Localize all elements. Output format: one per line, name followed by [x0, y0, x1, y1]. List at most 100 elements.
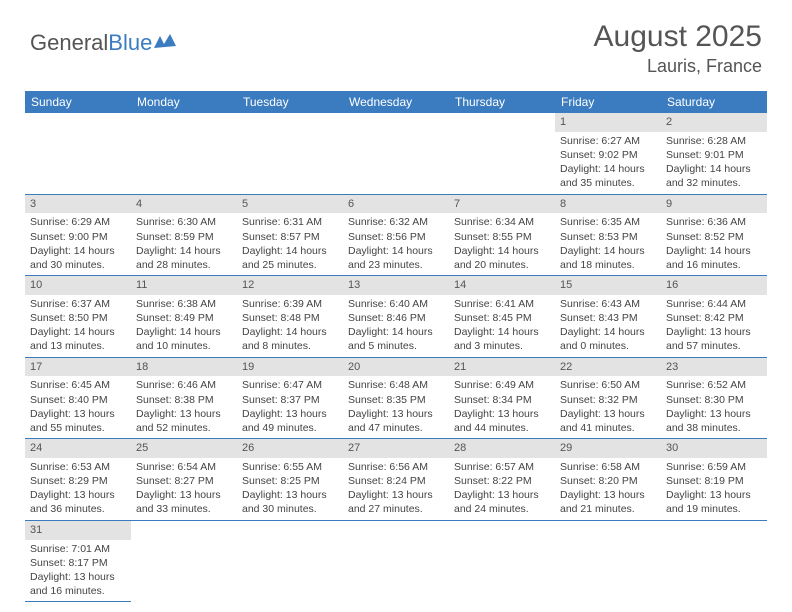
- calendar-row: 17Sunrise: 6:45 AMSunset: 8:40 PMDayligh…: [25, 357, 767, 439]
- calendar-cell: 30Sunrise: 6:59 AMSunset: 8:19 PMDayligh…: [661, 439, 767, 521]
- day-number: 22: [555, 358, 661, 377]
- day-number: 1: [555, 113, 661, 132]
- weekday-header-row: Sunday Monday Tuesday Wednesday Thursday…: [25, 91, 767, 113]
- day-content: Sunrise: 6:41 AMSunset: 8:45 PMDaylight:…: [449, 295, 555, 357]
- day-content: Sunrise: 6:34 AMSunset: 8:55 PMDaylight:…: [449, 213, 555, 275]
- sunset-text: Sunset: 8:35 PM: [348, 393, 444, 407]
- sunset-text: Sunset: 8:48 PM: [242, 311, 338, 325]
- day-content: Sunrise: 6:48 AMSunset: 8:35 PMDaylight:…: [343, 376, 449, 438]
- sunrise-text: Sunrise: 6:49 AM: [454, 378, 550, 392]
- weekday-header: Wednesday: [343, 91, 449, 113]
- calendar-cell: 13Sunrise: 6:40 AMSunset: 8:46 PMDayligh…: [343, 276, 449, 358]
- daylight-text: Daylight: 13 hours and 52 minutes.: [136, 407, 232, 435]
- day-content: Sunrise: 6:47 AMSunset: 8:37 PMDaylight:…: [237, 376, 343, 438]
- day-number: 17: [25, 358, 131, 377]
- sunrise-text: Sunrise: 6:48 AM: [348, 378, 444, 392]
- daylight-text: Daylight: 13 hours and 38 minutes.: [666, 407, 762, 435]
- calendar-row: 3Sunrise: 6:29 AMSunset: 9:00 PMDaylight…: [25, 194, 767, 276]
- logo-text-1: General: [30, 30, 108, 56]
- calendar-cell: [237, 520, 343, 602]
- weekday-header: Saturday: [661, 91, 767, 113]
- day-content: Sunrise: 6:28 AMSunset: 9:01 PMDaylight:…: [661, 132, 767, 194]
- day-content: Sunrise: 6:31 AMSunset: 8:57 PMDaylight:…: [237, 213, 343, 275]
- daylight-text: Daylight: 13 hours and 57 minutes.: [666, 325, 762, 353]
- sunrise-text: Sunrise: 7:01 AM: [30, 542, 126, 556]
- day-number: 3: [25, 195, 131, 214]
- day-content: Sunrise: 6:54 AMSunset: 8:27 PMDaylight:…: [131, 458, 237, 520]
- day-number: 13: [343, 276, 449, 295]
- sunset-text: Sunset: 9:00 PM: [30, 230, 126, 244]
- day-content: Sunrise: 6:32 AMSunset: 8:56 PMDaylight:…: [343, 213, 449, 275]
- weekday-header: Thursday: [449, 91, 555, 113]
- sunrise-text: Sunrise: 6:55 AM: [242, 460, 338, 474]
- daylight-text: Daylight: 14 hours and 25 minutes.: [242, 244, 338, 272]
- calendar-cell: 10Sunrise: 6:37 AMSunset: 8:50 PMDayligh…: [25, 276, 131, 358]
- calendar-row: 24Sunrise: 6:53 AMSunset: 8:29 PMDayligh…: [25, 439, 767, 521]
- sunset-text: Sunset: 8:38 PM: [136, 393, 232, 407]
- calendar-cell: [343, 520, 449, 602]
- day-number: 6: [343, 195, 449, 214]
- sunset-text: Sunset: 8:57 PM: [242, 230, 338, 244]
- calendar-cell: [131, 113, 237, 194]
- day-number: 20: [343, 358, 449, 377]
- sunset-text: Sunset: 8:29 PM: [30, 474, 126, 488]
- sunrise-text: Sunrise: 6:39 AM: [242, 297, 338, 311]
- day-number: 2: [661, 113, 767, 132]
- day-number: 24: [25, 439, 131, 458]
- calendar-cell: [555, 520, 661, 602]
- sunrise-text: Sunrise: 6:59 AM: [666, 460, 762, 474]
- sunset-text: Sunset: 8:22 PM: [454, 474, 550, 488]
- calendar-cell: [131, 520, 237, 602]
- weekday-header: Monday: [131, 91, 237, 113]
- daylight-text: Daylight: 14 hours and 30 minutes.: [30, 244, 126, 272]
- daylight-text: Daylight: 13 hours and 19 minutes.: [666, 488, 762, 516]
- calendar-cell: 16Sunrise: 6:44 AMSunset: 8:42 PMDayligh…: [661, 276, 767, 358]
- daylight-text: Daylight: 14 hours and 23 minutes.: [348, 244, 444, 272]
- sunset-text: Sunset: 8:27 PM: [136, 474, 232, 488]
- sunrise-text: Sunrise: 6:41 AM: [454, 297, 550, 311]
- month-title: August 2025: [594, 20, 762, 54]
- daylight-text: Daylight: 13 hours and 27 minutes.: [348, 488, 444, 516]
- calendar-cell: 24Sunrise: 6:53 AMSunset: 8:29 PMDayligh…: [25, 439, 131, 521]
- sunset-text: Sunset: 8:59 PM: [136, 230, 232, 244]
- day-content: Sunrise: 6:29 AMSunset: 9:00 PMDaylight:…: [25, 213, 131, 275]
- sunrise-text: Sunrise: 6:54 AM: [136, 460, 232, 474]
- day-content: Sunrise: 6:44 AMSunset: 8:42 PMDaylight:…: [661, 295, 767, 357]
- day-content: Sunrise: 6:46 AMSunset: 8:38 PMDaylight:…: [131, 376, 237, 438]
- daylight-text: Daylight: 13 hours and 47 minutes.: [348, 407, 444, 435]
- page-header: GeneralBlue August 2025 Lauris, France: [0, 0, 792, 85]
- calendar-cell: 14Sunrise: 6:41 AMSunset: 8:45 PMDayligh…: [449, 276, 555, 358]
- daylight-text: Daylight: 14 hours and 3 minutes.: [454, 325, 550, 353]
- daylight-text: Daylight: 13 hours and 55 minutes.: [30, 407, 126, 435]
- day-content: Sunrise: 6:55 AMSunset: 8:25 PMDaylight:…: [237, 458, 343, 520]
- day-number: 21: [449, 358, 555, 377]
- sunset-text: Sunset: 8:53 PM: [560, 230, 656, 244]
- day-number: 7: [449, 195, 555, 214]
- daylight-text: Daylight: 13 hours and 41 minutes.: [560, 407, 656, 435]
- sunrise-text: Sunrise: 6:50 AM: [560, 378, 656, 392]
- calendar-cell: 12Sunrise: 6:39 AMSunset: 8:48 PMDayligh…: [237, 276, 343, 358]
- daylight-text: Daylight: 14 hours and 28 minutes.: [136, 244, 232, 272]
- calendar-cell: 17Sunrise: 6:45 AMSunset: 8:40 PMDayligh…: [25, 357, 131, 439]
- calendar-cell: 11Sunrise: 6:38 AMSunset: 8:49 PMDayligh…: [131, 276, 237, 358]
- sunrise-text: Sunrise: 6:40 AM: [348, 297, 444, 311]
- day-content: Sunrise: 6:43 AMSunset: 8:43 PMDaylight:…: [555, 295, 661, 357]
- calendar-cell: 2Sunrise: 6:28 AMSunset: 9:01 PMDaylight…: [661, 113, 767, 194]
- calendar-cell: 8Sunrise: 6:35 AMSunset: 8:53 PMDaylight…: [555, 194, 661, 276]
- calendar-cell: [449, 520, 555, 602]
- day-content: Sunrise: 6:52 AMSunset: 8:30 PMDaylight:…: [661, 376, 767, 438]
- day-content: Sunrise: 6:49 AMSunset: 8:34 PMDaylight:…: [449, 376, 555, 438]
- day-number: 25: [131, 439, 237, 458]
- calendar-row: 1Sunrise: 6:27 AMSunset: 9:02 PMDaylight…: [25, 113, 767, 194]
- daylight-text: Daylight: 14 hours and 20 minutes.: [454, 244, 550, 272]
- daylight-text: Daylight: 14 hours and 5 minutes.: [348, 325, 444, 353]
- calendar-cell: 18Sunrise: 6:46 AMSunset: 8:38 PMDayligh…: [131, 357, 237, 439]
- sunset-text: Sunset: 8:17 PM: [30, 556, 126, 570]
- daylight-text: Daylight: 14 hours and 13 minutes.: [30, 325, 126, 353]
- sunrise-text: Sunrise: 6:29 AM: [30, 215, 126, 229]
- day-number: 10: [25, 276, 131, 295]
- daylight-text: Daylight: 14 hours and 0 minutes.: [560, 325, 656, 353]
- calendar-row: 31Sunrise: 7:01 AMSunset: 8:17 PMDayligh…: [25, 520, 767, 602]
- calendar-cell: 9Sunrise: 6:36 AMSunset: 8:52 PMDaylight…: [661, 194, 767, 276]
- calendar-cell: 19Sunrise: 6:47 AMSunset: 8:37 PMDayligh…: [237, 357, 343, 439]
